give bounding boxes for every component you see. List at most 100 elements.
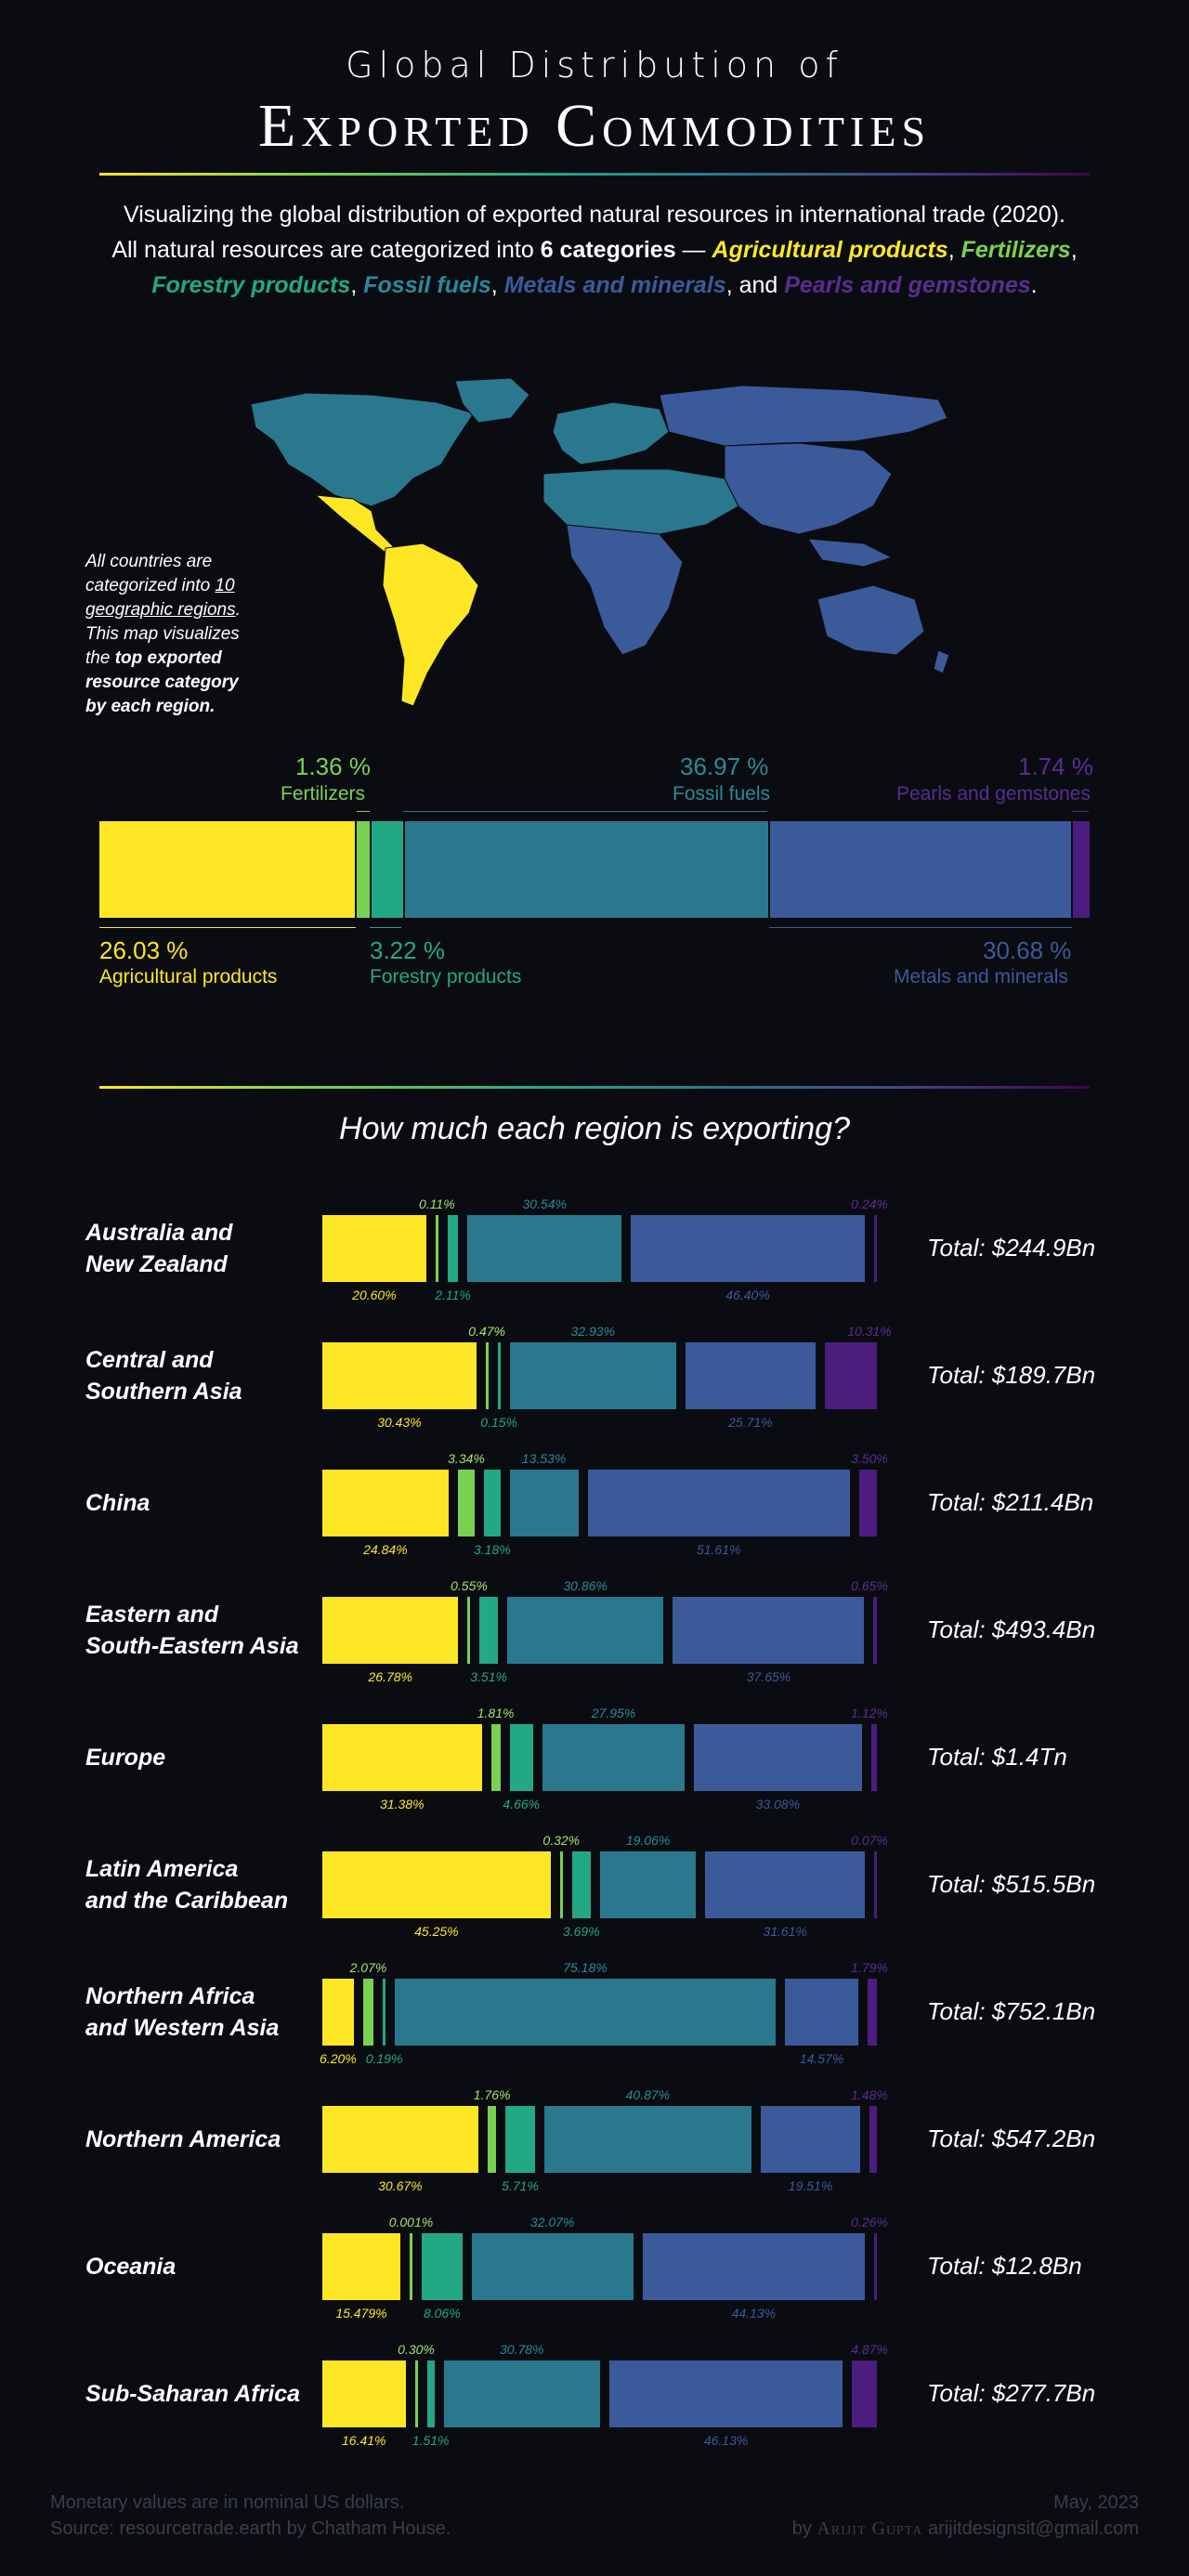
intro-sep: , [947,237,961,263]
intro-dash: — [675,237,712,263]
region-bar-label-fert: 0.32% [542,1833,581,1848]
intro-bold: 6 categories [540,237,676,263]
intro-line-3: Forestry products, Fossil fuels, Metals … [74,268,1115,303]
region-bar-foss [506,1597,664,1664]
region-bar-label-fert: 0.11% [418,1196,455,1211]
region-bar-pear [874,2233,877,2300]
map-note: All countries are categorized into 10 ge… [85,550,299,719]
region-bar-agri [322,1215,426,1282]
map-europe [552,401,670,465]
region-bar-foss [395,1979,776,2046]
region-bar-label-fert: 2.07% [349,1960,387,1975]
region-bar-label-fore: 2.11% [435,1288,471,1302]
region-bar-fert [485,1342,489,1409]
region-bar-foss [599,1851,697,1918]
global-bar-fore [372,821,404,918]
intro-pre: All natural resources are categorized in… [111,237,541,263]
region-total: Total: $277.7Bn [927,2379,1096,2407]
region-bar-agri [322,2233,400,2300]
region-bar-label-fore: 3.18% [473,1542,511,1557]
region-bar-pear [869,2106,877,2173]
region-bar-meta [705,1851,865,1918]
map-note-line: the top exported [85,647,299,671]
region-bar-fert [487,2106,497,2173]
region-bar-meta [685,1342,816,1409]
region-bar-fore [497,1342,501,1409]
region-bar-label-agri: 45.25% [414,1924,459,1939]
region-bar-meta [761,2106,860,2173]
region-bar-label-pear: 0.07% [851,1833,888,1848]
region-bar-label-pear: 1.12% [851,1706,888,1720]
region-bar-meta [784,1979,859,2046]
region-name-line: Northern Africa [85,1983,255,2009]
global-pear-value: 1.74 % [1018,752,1093,780]
global-stacked-bar [99,821,1090,918]
global-pear-tick [1072,811,1089,812]
region-bar-agri [322,1851,551,1918]
map-new-zealand [933,649,950,674]
region-bar-pear [874,1215,877,1282]
global-agri-value: 26.03 % [99,936,189,964]
global-pear-label: Pearls and gemstones [896,783,1091,804]
region-bar-label-pear: 4.87% [851,2342,888,2357]
map-note-line: geographic regions. [85,598,299,622]
region-bar-label-foss: 32.93% [570,1324,616,1339]
region-bar-label-pear: 1.79% [851,1960,888,1975]
global-foss-bracket [403,811,767,812]
region-bar-label-pear: 1.48% [851,2087,888,2102]
map-central-america [314,494,396,554]
region-bar-label-pear: 0.26% [851,2215,888,2229]
region-name-line: China [85,1490,150,1516]
region-bar-label-fore: 1.51% [412,2433,450,2448]
region-bar-label-pear: 3.50% [851,1451,888,1466]
global-bar-meta [769,821,1071,918]
global-fert-label: Fertilizers [281,783,366,804]
region-bar-agri [322,1597,459,1664]
map-note-line: categorized into 10 [85,574,299,598]
region-name: China [85,1487,318,1519]
region-bar-fore [426,2360,435,2427]
region-bar-fert [414,2360,418,2427]
region-bar-label-foss: 40.87% [625,2087,671,2102]
map-note-text: the [85,648,115,668]
region-bar-label-foss: 32.07% [529,2215,575,2229]
region-bar-label-fore: 8.06% [423,2306,461,2321]
region-bar-label-meta: 33.08% [755,1797,801,1811]
region-bar-fert [362,1979,374,2046]
map-note-line: resource category [85,673,239,692]
region-bar-label-agri: 20.60% [352,1288,397,1302]
header-divider [99,173,1090,176]
region-bar-meta [693,1724,862,1791]
global-fore-tick [370,927,401,928]
region-name: Northern Africa and Western Asia [85,1981,318,2044]
region-bar-pear [873,1597,877,1664]
region-name-line: and the Caribbean [85,1888,289,1914]
map-south-america [382,543,479,707]
map-note-underline: 10 [215,576,235,595]
intro-cat-pear: Pearls and gemstones [784,272,1031,298]
region-bar-fore [383,1979,386,2046]
region-bar-fert [457,1470,476,1536]
intro-end: . [1030,272,1038,298]
region-bar-label-foss: 19.06% [625,1833,671,1848]
region-bar-meta [642,2233,865,2300]
map-australia [817,584,925,656]
region-bar-label-meta: 31.61% [763,1924,807,1939]
map-note-line: This map visualizes [85,624,240,644]
region-bar-label-fore: 3.51% [470,1669,507,1684]
region-name-line: Oceania [85,2254,176,2280]
map-greenland [454,377,530,424]
region-bar-label-fert: 1.81% [477,1706,515,1720]
region-bar-meta [608,2360,843,2427]
map-note-bold: top exported [114,648,222,668]
region-bar-label-foss: 13.53% [521,1451,567,1466]
region-bar-agri [322,2360,406,2427]
region-total: Total: $493.4Bn [927,1615,1096,1643]
global-meta-bracket [769,927,1072,928]
region-name-line: Europe [85,1745,166,1771]
region-bar-foss [471,2233,634,2300]
region-bar-meta [587,1470,850,1536]
region-name-line: and Western Asia [85,2015,280,2041]
region-bar-agri [322,1470,449,1536]
world-map [250,377,950,707]
